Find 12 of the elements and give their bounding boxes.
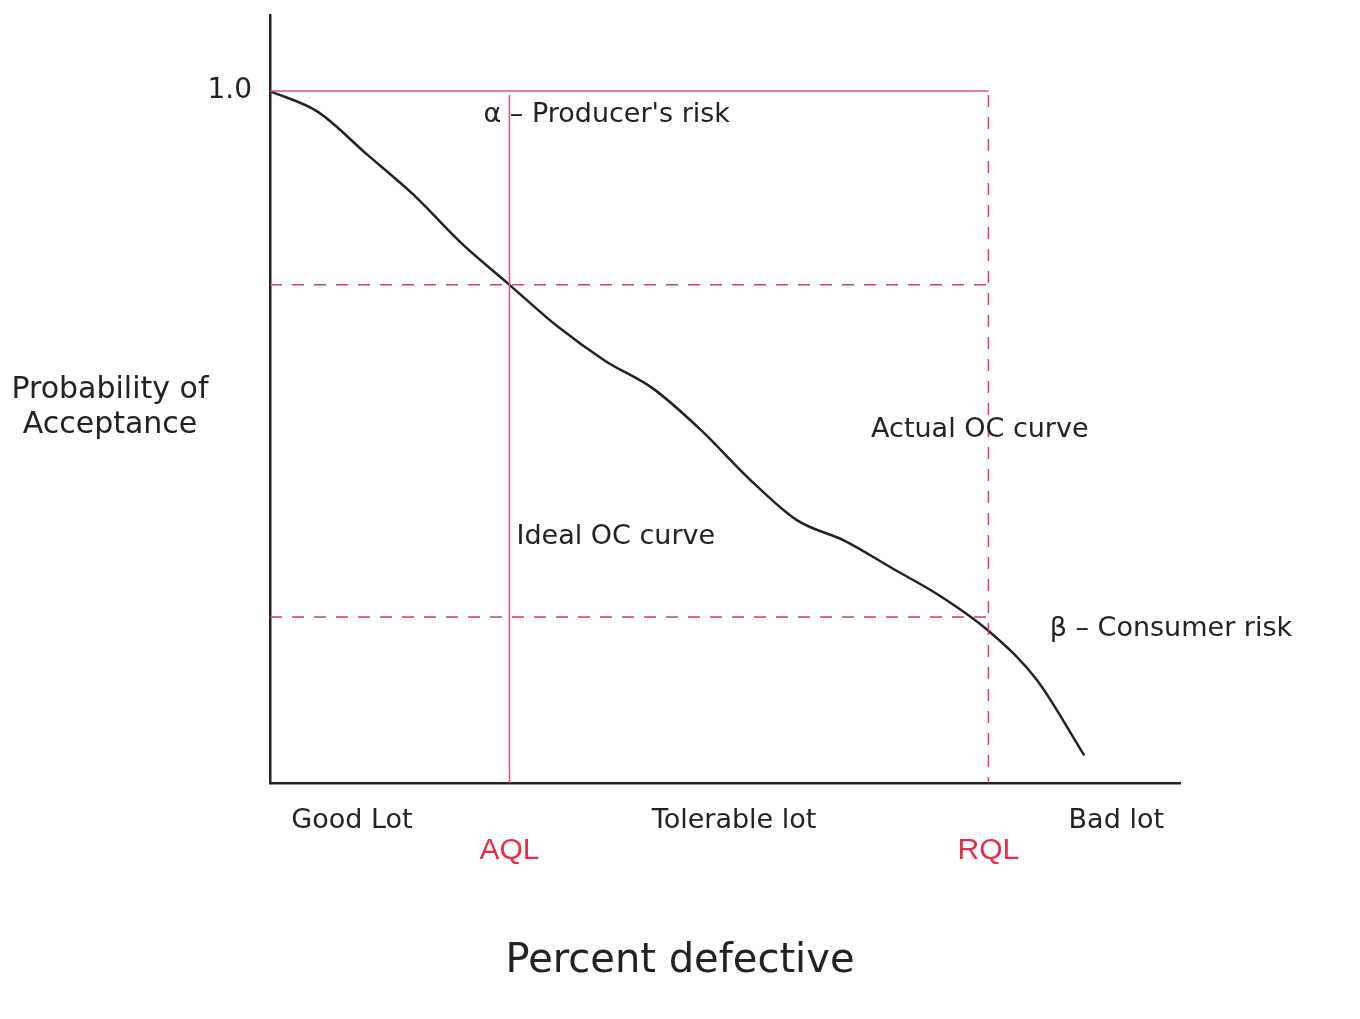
text: Tolerable lot <box>650 803 817 835</box>
x-tick-label: RQL <box>957 832 1020 866</box>
y-axis-title: Probability of Acceptance <box>10 370 210 440</box>
annotation: Ideal OC curve <box>516 519 716 551</box>
x-tick-label: AQL <box>479 832 540 866</box>
annotation: β – Consumer risk <box>1049 611 1293 643</box>
annotation: α – Producer's risk <box>483 96 731 128</box>
annotation: Actual OC curve <box>871 411 1089 443</box>
x-axis-title: Percent defective <box>504 935 856 981</box>
text: Bad lot <box>1068 803 1164 835</box>
ref-line-label: 1.0 <box>207 72 252 106</box>
text: Good Lot <box>291 803 413 835</box>
